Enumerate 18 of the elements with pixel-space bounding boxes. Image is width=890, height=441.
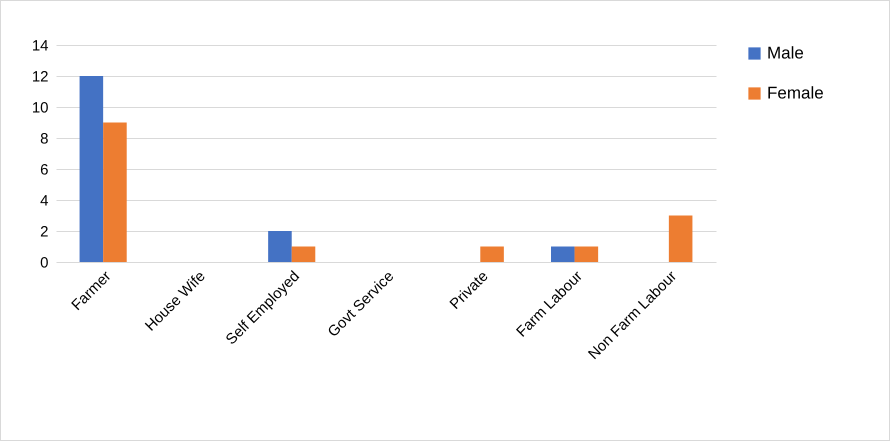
- bar: [80, 76, 104, 262]
- y-tick-label: 4: [40, 192, 48, 210]
- bar: [292, 246, 316, 262]
- bar: [574, 246, 598, 262]
- y-tick-label: 14: [32, 38, 48, 54]
- y-tick-label: 6: [40, 162, 48, 178]
- y-tick-label: 2: [40, 224, 48, 240]
- y-tick-label: 10: [32, 100, 48, 116]
- bar: [268, 231, 292, 262]
- legend-label: Female: [767, 84, 824, 102]
- y-tick-label: 12: [32, 68, 48, 86]
- y-tick-label: 8: [40, 130, 48, 148]
- bar: [103, 122, 127, 262]
- y-tick-label: 0: [40, 254, 48, 272]
- legend-label: Male: [767, 44, 804, 62]
- bar: [668, 216, 692, 262]
- bar: [551, 246, 575, 262]
- bar: [480, 246, 504, 262]
